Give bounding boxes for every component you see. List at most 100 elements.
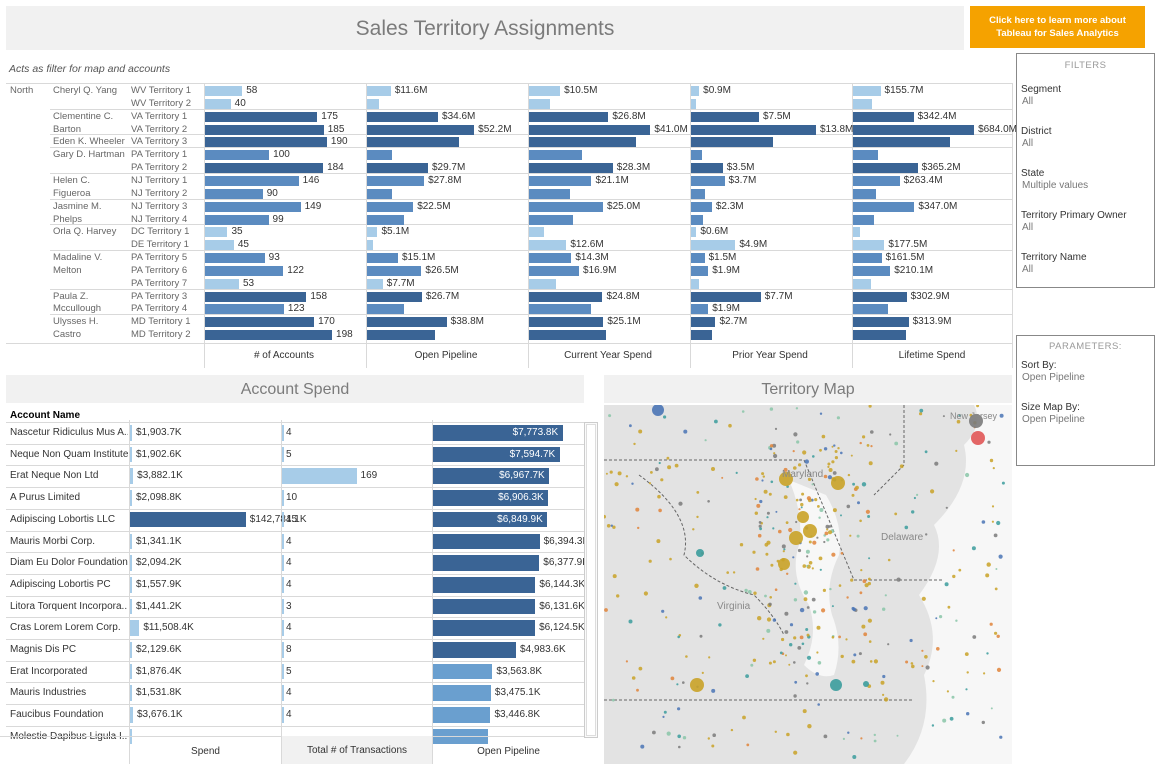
table-row[interactable]: Neque Non Quam Institute $1,902.6K 5 $7,594… (0, 444, 584, 466)
account-marker[interactable] (674, 463, 679, 468)
account-marker[interactable] (772, 618, 777, 622)
pipeline-bar[interactable] (433, 511, 548, 528)
account-marker[interactable] (868, 461, 873, 466)
transactions-bar[interactable] (282, 490, 284, 506)
account-marker[interactable] (757, 616, 762, 621)
account-marker[interactable] (616, 594, 620, 598)
account-marker[interactable] (931, 724, 935, 727)
spend-bar[interactable] (130, 446, 132, 463)
account-marker[interactable] (786, 485, 789, 488)
account-marker[interactable] (887, 643, 890, 646)
metric-bar[interactable] (529, 137, 636, 148)
account-marker[interactable] (958, 568, 962, 572)
account-marker[interactable] (794, 680, 798, 684)
account-marker-large[interactable] (803, 524, 817, 538)
account-marker[interactable] (793, 694, 797, 698)
account-marker[interactable] (774, 427, 778, 430)
account-marker[interactable] (896, 734, 899, 737)
account-marker[interactable] (869, 660, 873, 663)
pipeline-bar[interactable] (433, 468, 550, 485)
spend-bar[interactable] (130, 511, 246, 528)
account-name[interactable]: A Purus Limited (10, 492, 81, 504)
account-marker[interactable] (981, 520, 986, 524)
account-marker[interactable] (741, 410, 745, 413)
filter-value[interactable]: All (1022, 96, 1034, 107)
metric-bar[interactable] (205, 163, 324, 174)
account-marker[interactable] (793, 636, 797, 640)
account-marker[interactable] (605, 472, 608, 475)
account-marker[interactable] (764, 542, 769, 547)
account-marker[interactable] (815, 672, 819, 676)
account-marker[interactable] (806, 655, 812, 660)
account-marker[interactable] (986, 562, 991, 567)
metric-bar[interactable] (691, 291, 761, 302)
account-marker[interactable] (721, 476, 724, 479)
metric-bar[interactable] (691, 227, 697, 238)
account-marker-large[interactable] (779, 472, 793, 486)
account-marker[interactable] (952, 549, 955, 552)
metric-bar[interactable] (205, 265, 284, 276)
account-marker[interactable] (795, 520, 798, 524)
account-name[interactable]: Erat Neque Non Ltd (10, 470, 99, 482)
account-marker[interactable] (814, 498, 818, 502)
account-marker[interactable] (827, 462, 831, 466)
account-marker[interactable] (827, 475, 832, 480)
account-marker[interactable] (861, 624, 866, 629)
metric-bar[interactable] (691, 265, 709, 276)
account-marker[interactable] (823, 447, 828, 451)
account-marker[interactable] (677, 707, 681, 711)
account-marker[interactable] (786, 572, 789, 575)
account-marker[interactable] (800, 506, 803, 509)
account-marker[interactable] (991, 520, 994, 523)
account-marker[interactable] (870, 430, 874, 434)
metric-bar[interactable] (205, 188, 263, 199)
account-marker[interactable] (797, 548, 802, 553)
account-marker[interactable] (819, 448, 822, 452)
metric-bar[interactable] (691, 124, 816, 135)
spend-bar[interactable] (130, 685, 132, 702)
account-marker[interactable] (789, 643, 793, 647)
parameter-value[interactable]: Open Pipeline (1022, 372, 1085, 383)
account-marker[interactable] (946, 690, 949, 693)
account-marker[interactable] (665, 616, 668, 619)
spend-bar[interactable] (130, 490, 132, 506)
account-marker-large[interactable] (969, 414, 983, 428)
account-marker[interactable] (758, 524, 762, 528)
account-marker[interactable] (612, 574, 617, 579)
transactions-bar[interactable] (282, 576, 284, 593)
account-marker[interactable] (840, 451, 843, 455)
account-name[interactable]: Erat Incorporated (10, 665, 88, 677)
transactions-bar[interactable] (282, 555, 284, 571)
account-marker[interactable] (774, 730, 777, 733)
pipeline-bar[interactable] (433, 490, 549, 506)
account-marker[interactable] (683, 429, 688, 434)
metric-bar[interactable] (691, 330, 712, 341)
account-marker[interactable] (856, 534, 860, 538)
account-marker[interactable] (942, 718, 947, 723)
account-marker[interactable] (858, 652, 862, 656)
account-marker[interactable] (803, 590, 809, 595)
table-row[interactable]: A Purus Limited $2,098.8K 10 $6,906.3K (0, 487, 584, 509)
account-marker[interactable] (983, 672, 986, 675)
account-marker[interactable] (676, 683, 679, 686)
metric-bar[interactable] (367, 86, 391, 96)
account-marker[interactable] (799, 498, 802, 502)
account-marker[interactable] (804, 459, 809, 464)
metric-bar[interactable] (853, 253, 882, 264)
account-marker[interactable] (793, 466, 797, 470)
account-marker[interactable] (773, 453, 778, 459)
account-marker[interactable] (992, 467, 995, 470)
account-marker[interactable] (726, 571, 729, 574)
account-marker[interactable] (866, 444, 870, 447)
account-marker[interactable] (868, 577, 871, 581)
account-marker[interactable] (864, 583, 869, 588)
account-marker[interactable] (808, 540, 812, 544)
account-marker[interactable] (870, 445, 873, 448)
account-marker[interactable] (806, 564, 809, 567)
account-marker[interactable] (965, 472, 970, 478)
metric-bar[interactable] (691, 188, 705, 199)
account-marker[interactable] (884, 594, 887, 597)
metric-bar[interactable] (367, 214, 404, 225)
account-marker[interactable] (925, 533, 928, 536)
account-marker[interactable] (837, 447, 840, 450)
